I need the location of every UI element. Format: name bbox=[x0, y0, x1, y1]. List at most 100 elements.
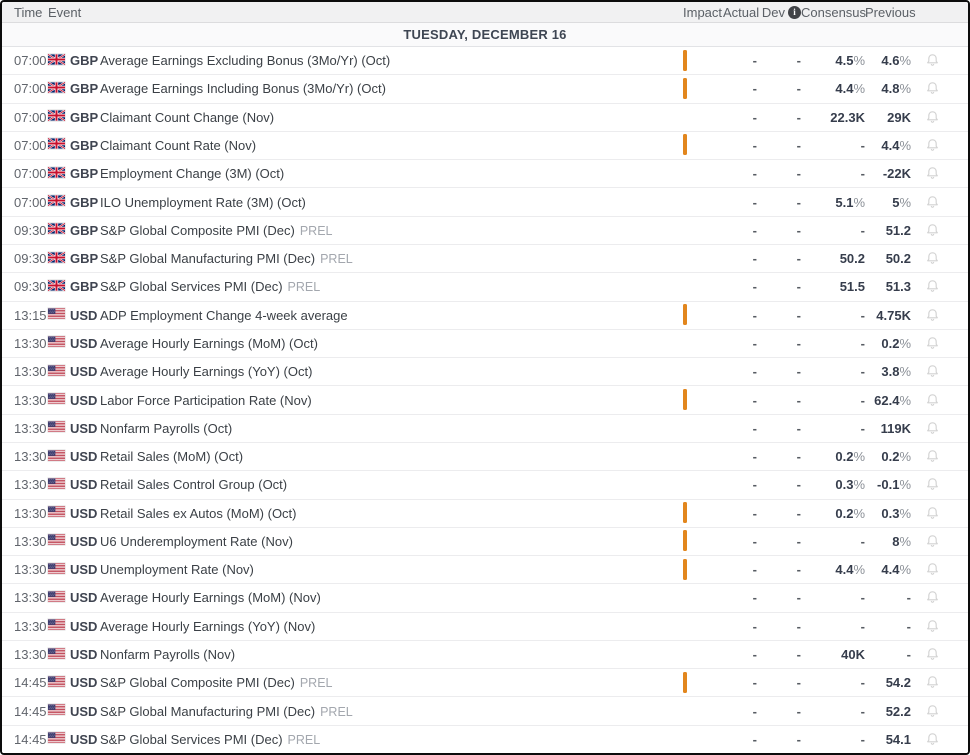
consensus-value: 50.2 bbox=[839, 251, 865, 267]
event-row[interactable]: 13:15 USD ADP Employmen bbox=[2, 301, 968, 330]
set-alert-bell-icon[interactable] bbox=[911, 589, 953, 606]
consensus-value: - bbox=[860, 675, 865, 691]
deviation-value: - bbox=[796, 703, 801, 719]
impact-volatility-bar bbox=[683, 304, 687, 326]
event-row[interactable]: 07:00 GBP Average Earnings Excluding Bon… bbox=[2, 47, 968, 76]
set-alert-bell-icon[interactable] bbox=[911, 420, 953, 437]
set-alert-bell-icon[interactable] bbox=[911, 222, 953, 239]
us-flag-icon bbox=[48, 449, 65, 461]
event-name: Employment Change (3M) (Oct) bbox=[100, 166, 285, 182]
set-alert-bell-icon[interactable] bbox=[911, 335, 953, 352]
event-name: U6 Underemployment Rate (Nov) bbox=[100, 533, 293, 549]
uk-flag-icon bbox=[48, 81, 65, 93]
set-alert-bell-icon[interactable] bbox=[911, 80, 953, 97]
set-alert-bell-icon[interactable] bbox=[911, 109, 953, 126]
event-row[interactable]: 07:00 GBP ILO Unemployment Rate (3M) (Oc… bbox=[2, 188, 968, 217]
event-row[interactable]: 09:30 GBP S&P Global Services PMI (Dec) P… bbox=[2, 273, 968, 302]
event-time: 09:30 bbox=[14, 279, 47, 295]
deviation-value: - bbox=[796, 251, 801, 267]
set-alert-bell-icon[interactable] bbox=[911, 674, 953, 691]
event-row[interactable]: 09:30 GBP S&P Global Manufacturing PMI (… bbox=[2, 244, 968, 274]
set-alert-bell-icon[interactable] bbox=[911, 363, 953, 380]
uk-flag-icon bbox=[48, 223, 65, 235]
event-row[interactable]: 13:30 USD Average Hourl bbox=[2, 329, 968, 359]
column-header-time: Time bbox=[14, 4, 43, 20]
previous-value: 0.2% bbox=[881, 449, 911, 465]
currency-code: GBP bbox=[70, 194, 99, 210]
event-row[interactable]: 07:00 GBP Average Earnings Including Bon… bbox=[2, 75, 968, 104]
event-row[interactable]: 09:30 GBP S&P Global Composite PMI (Dec)… bbox=[2, 216, 968, 245]
event-row[interactable]: 13:30 USD U6 Underemplo bbox=[2, 527, 968, 557]
event-row[interactable]: 13:30 USD Nonfarm Payro bbox=[2, 414, 968, 443]
deviation-value: - bbox=[796, 392, 801, 408]
consensus-value: 40K bbox=[841, 647, 865, 663]
event-row[interactable]: 13:30 USD Unemployment bbox=[2, 556, 968, 585]
set-alert-bell-icon[interactable] bbox=[911, 448, 953, 465]
set-alert-bell-icon[interactable] bbox=[911, 250, 953, 267]
event-row[interactable]: 13:30 USD Retail Sales bbox=[2, 442, 968, 472]
event-row[interactable]: 13:30 USD Retail Sales bbox=[2, 499, 968, 528]
set-alert-bell-icon[interactable] bbox=[911, 646, 953, 663]
us-flag-icon bbox=[48, 534, 65, 546]
set-alert-bell-icon[interactable] bbox=[911, 505, 953, 522]
set-alert-bell-icon[interactable] bbox=[911, 533, 953, 550]
event-row[interactable]: 13:30 USD Average Hourl bbox=[2, 358, 968, 387]
set-alert-bell-icon[interactable] bbox=[911, 561, 953, 578]
event-row[interactable]: 14:45 USD S&P Global Se bbox=[2, 725, 968, 753]
set-alert-bell-icon[interactable] bbox=[911, 476, 953, 493]
table-header: Time Event Impact Actual Dev i Consensus… bbox=[2, 2, 968, 23]
previous-value: 8% bbox=[892, 533, 911, 549]
previous-value: 51.2 bbox=[885, 222, 911, 238]
set-alert-bell-icon[interactable] bbox=[911, 703, 953, 720]
currency-code: USD bbox=[70, 307, 98, 323]
currency-code: USD bbox=[70, 449, 98, 465]
event-row[interactable]: 14:45 USD S&P Global Co bbox=[2, 669, 968, 698]
previous-value: 119K bbox=[880, 420, 911, 436]
previous-value: 51.3 bbox=[885, 279, 911, 295]
uk-flag-icon bbox=[48, 279, 65, 291]
set-alert-bell-icon[interactable] bbox=[911, 165, 953, 182]
event-row[interactable]: 13:30 USD Nonfarm Payro bbox=[2, 640, 968, 670]
set-alert-bell-icon[interactable] bbox=[911, 137, 953, 154]
event-time: 07:00 bbox=[14, 194, 47, 210]
event-row[interactable]: 07:00 GBP Claimant Count Rate (Nov) - - … bbox=[2, 131, 968, 161]
impact-volatility-bar bbox=[683, 49, 687, 71]
actual-value: - bbox=[752, 137, 757, 153]
currency-code: GBP bbox=[70, 53, 99, 69]
actual-value: - bbox=[752, 53, 757, 69]
set-alert-bell-icon[interactable] bbox=[911, 307, 953, 324]
actual-value: - bbox=[752, 420, 757, 436]
us-flag-icon bbox=[48, 393, 65, 404]
event-row[interactable]: 13:30 USD Average Hourl bbox=[2, 612, 968, 641]
set-alert-bell-icon[interactable] bbox=[911, 392, 953, 409]
us-flag-icon bbox=[48, 563, 65, 574]
previous-value: 54.2 bbox=[885, 675, 911, 691]
consensus-value: - bbox=[860, 166, 865, 182]
previous-value: 4.4% bbox=[881, 562, 911, 578]
actual-value: - bbox=[752, 731, 757, 747]
event-row[interactable]: 14:45 USD S&P Global Ma bbox=[2, 697, 968, 726]
currency-code: USD bbox=[70, 364, 98, 380]
event-row[interactable]: 13:30 USD Retail Sales bbox=[2, 471, 968, 500]
event-row[interactable]: 07:00 GBP Employment Change (3M) (Oct) -… bbox=[2, 160, 968, 189]
event-row[interactable]: 13:30 USD Average Hourl bbox=[2, 584, 968, 613]
consensus-value: 0.3% bbox=[835, 477, 865, 493]
event-time: 07:00 bbox=[14, 81, 47, 97]
set-alert-bell-icon[interactable] bbox=[911, 618, 953, 635]
event-time: 07:00 bbox=[14, 53, 47, 69]
set-alert-bell-icon[interactable] bbox=[911, 278, 953, 295]
event-name: Average Hourly Earnings (YoY) (Nov) bbox=[100, 618, 316, 634]
previous-value: 4.6% bbox=[881, 53, 911, 69]
consensus-value: 22.3K bbox=[830, 109, 865, 125]
currency-code: GBP bbox=[70, 166, 99, 182]
event-row[interactable]: 13:30 USD Labor Force P bbox=[2, 386, 968, 415]
set-alert-bell-icon[interactable] bbox=[911, 52, 953, 69]
currency-code: GBP bbox=[70, 279, 99, 295]
actual-value: - bbox=[752, 279, 757, 295]
set-alert-bell-icon[interactable] bbox=[911, 731, 953, 748]
set-alert-bell-icon[interactable] bbox=[911, 194, 953, 211]
event-name: Average Hourly Earnings (YoY) (Oct) bbox=[100, 364, 313, 380]
event-row[interactable]: 07:00 GBP Claimant Count Change (Nov) - … bbox=[2, 103, 968, 132]
currency-code: GBP bbox=[70, 251, 99, 267]
dev-info-icon[interactable]: i bbox=[788, 5, 801, 19]
